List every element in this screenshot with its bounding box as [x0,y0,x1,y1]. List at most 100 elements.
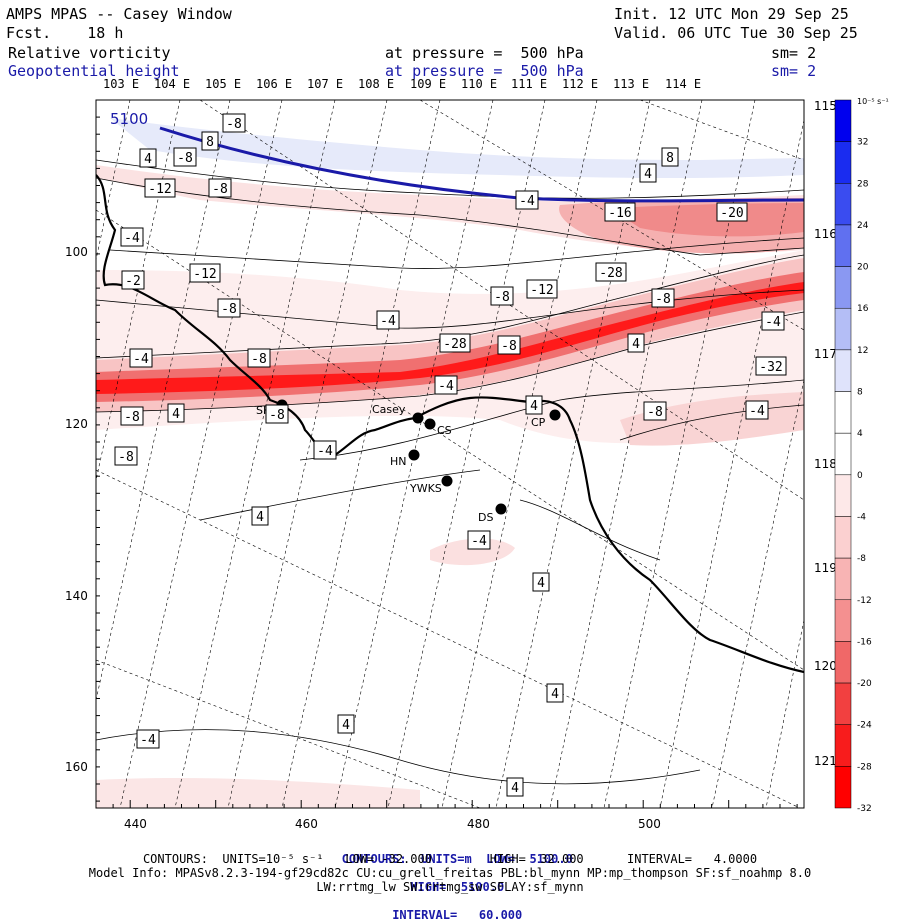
svg-text:-8: -8 [501,339,517,354]
colorbar-swatch [834,266,852,309]
contour-value-label: -8 [651,288,675,308]
contour-value-label: -8 [114,446,138,466]
station-dot-ywks [441,475,453,487]
contour-value-label: -8 [120,406,144,426]
height-contour-5100 [159,126,804,203]
colorbar-level: 16 [857,304,869,314]
contour-value-label: 4 [627,333,645,353]
contour-value-label: 4 [525,395,543,415]
negative-patch-bottom [96,778,420,808]
footer-height-c: INTERVAL= 60.000 [392,908,523,922]
contour-value-label: -12 [526,279,558,299]
lon-label: 105 E [205,77,242,91]
contour-value-label: -28 [595,262,627,282]
jet-band-middle [96,272,804,402]
colorbar-level: -24 [857,721,872,731]
contour-value-label: -2 [121,270,145,290]
colorbar: 32 28 24 20 16 12 8 4 0 -4 -8 -12 -16 -20 -24 -28 -32 [834,99,872,814]
lon-label: 109 E [410,77,447,91]
init-time: Init. 12 UTC Mon 29 Sep 25 [614,5,849,23]
svg-text:-4: -4 [471,534,487,549]
lon-label: 106 E [256,77,293,91]
station-label-cp: CP [531,416,546,429]
contour-value-label: -8 [265,404,289,424]
svg-text:-4: -4 [133,352,149,367]
contour-value-label: -4 [745,400,769,420]
contour-value-label: 4 [251,506,269,526]
contour-value-label: 4 [546,683,564,703]
station-dot-casey [412,412,424,424]
contour-value-label: -16 [604,202,636,222]
colorbar-level: 0 [857,471,863,481]
colorbar-swatch [834,599,852,642]
contour-value-label: 8 [661,147,679,167]
field1-smoothing: sm= 2 [771,44,817,62]
footer-model-info: Model Info: MPASv8.2.3-194-gf29cd82c CU:… [88,866,812,880]
field2-level: at pressure = 500 hPa [385,62,584,80]
colorbar-swatch [834,557,852,601]
colorbar-level: -32 [857,804,872,814]
x-tick-label: 460 [295,817,318,831]
colorbar-swatch [834,349,852,392]
svg-text:-8: -8 [221,302,237,317]
svg-text:4: 4 [530,399,538,414]
contour-value-label: -4 [761,311,785,331]
colorbar-level: -4 [857,512,866,522]
lon-label: 107 E [307,77,344,91]
svg-text:-8: -8 [494,290,510,305]
colorbar-swatch [834,307,852,351]
svg-text:-8: -8 [251,352,267,367]
svg-text:-8: -8 [655,292,671,307]
contour-value-label: -8 [497,335,521,355]
x-tick-label: 500 [638,817,661,831]
station-label-casey: Casey [372,403,406,416]
svg-text:4: 4 [537,576,545,591]
svg-text:-4: -4 [438,379,454,394]
colorbar-swatch [834,516,852,559]
svg-text:4: 4 [551,687,559,702]
station-dot-cp [549,409,561,421]
svg-text:-12: -12 [193,267,216,282]
lon-label: 103 E [103,77,140,91]
contour-labels: -8-848-12 -848-16 -20-4-2-4-12-8-8 -12-28-8… [114,113,787,797]
colorbar-level: -28 [857,762,872,772]
svg-text:-4: -4 [380,314,396,329]
contour-value-label: -8 [217,298,241,318]
station-label-ds: DS [478,511,493,524]
negative-band-upper-core [610,203,804,237]
svg-text:4: 4 [644,167,652,182]
contour-value-label: -32 [755,356,787,376]
svg-text:4: 4 [256,510,264,525]
y-tick-label: 100 [65,245,88,259]
axis-ticks [95,99,798,808]
vorticity-contours [96,159,804,785]
svg-text:-8: -8 [226,117,242,132]
contour-value-label: -4 [434,375,458,395]
contour-value-label: -4 [313,440,337,460]
svg-text:-20: -20 [720,206,743,221]
contour-value-label: -28 [439,333,471,353]
contour-value-label: 4 [167,403,185,423]
contour-value-label: -8 [173,147,197,167]
contour-value-label: 4 [139,148,157,168]
colorbar-swatch [834,766,852,809]
contour-value-label: -4 [376,310,400,330]
colorbar-swatch [834,141,852,184]
svg-text:-8: -8 [647,405,663,420]
station-dot-cs [424,418,436,430]
station-labels: SH Casey CS HN YWKS DS CP [256,403,546,524]
x-tick-label: 480 [467,817,490,831]
svg-text:-2: -2 [125,274,141,289]
svg-text:-8: -8 [269,408,285,423]
svg-text:4: 4 [511,781,519,796]
contour-value-label: 8 [201,131,219,151]
colorbar-level: -8 [857,554,866,564]
svg-text:-4: -4 [749,404,765,419]
positive-vorticity-area [110,118,804,179]
svg-text:4: 4 [632,337,640,352]
colorbar-swatch [834,432,852,476]
footer-model-info-2: LW:rrtmg_lw SW:rrtmg_sw SFLAY:sf_mynn [316,880,584,894]
valid-time: Valid. 06 UTC Tue 30 Sep 25 [614,24,858,42]
svg-text:-12: -12 [148,182,171,197]
negative-patch-lower [430,538,515,566]
